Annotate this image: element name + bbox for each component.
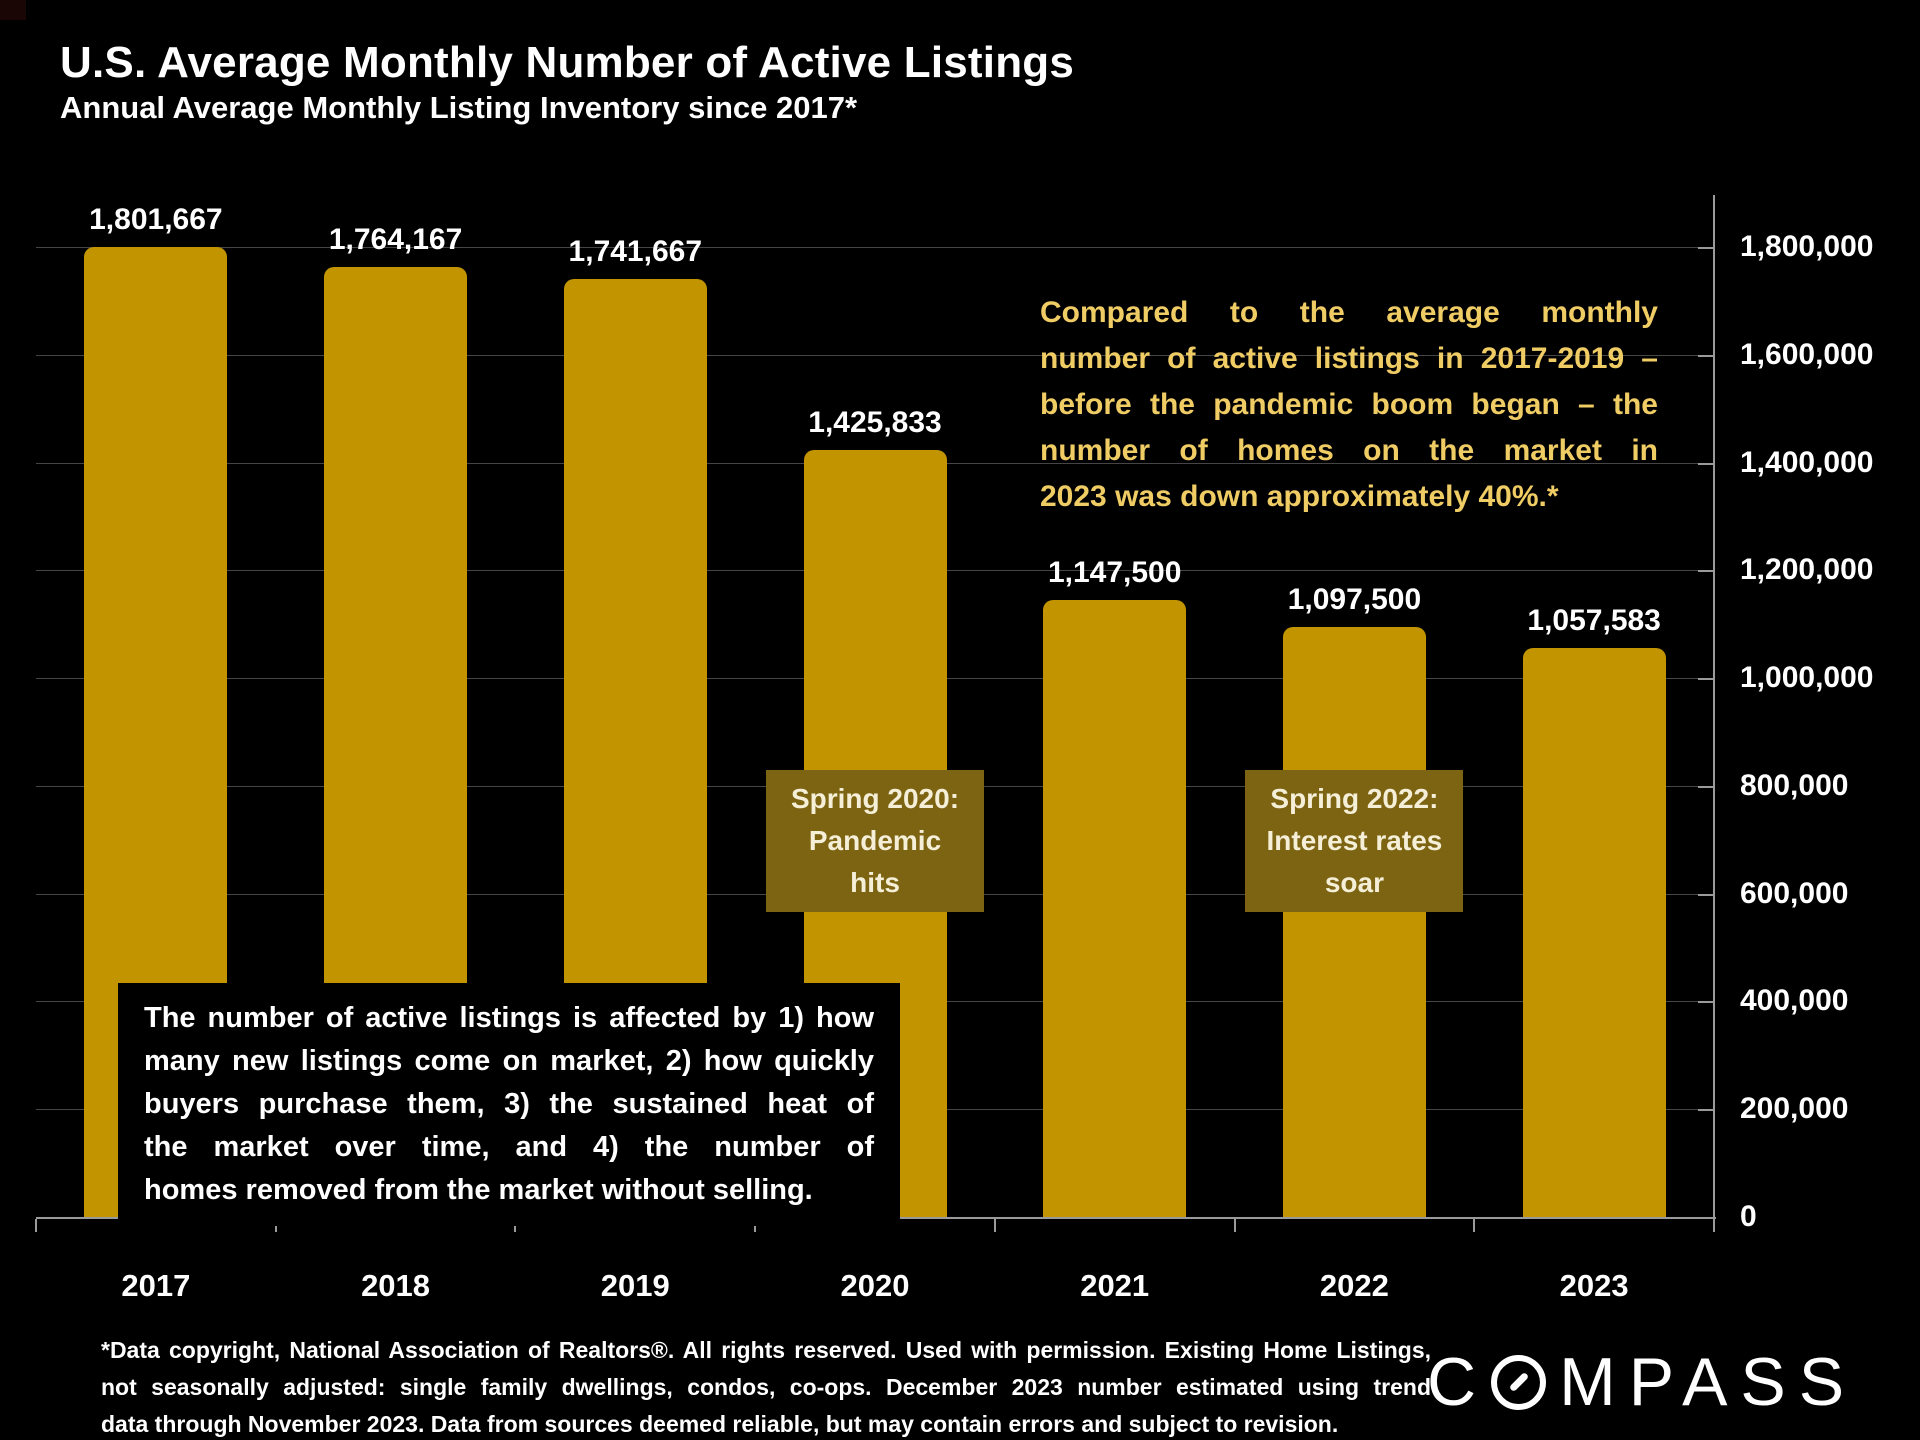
bar-value-label: 1,057,583 (1527, 604, 1661, 638)
x-axis-tick (1713, 1219, 1715, 1232)
y-axis-tick (1698, 785, 1715, 788)
annotation-line: Spring 2020: (790, 783, 960, 814)
y-axis-tick (1698, 354, 1715, 357)
text-line: not seasonally adjusted: single family d… (101, 1374, 1431, 1400)
info-box: The number of active listings is affecte… (118, 983, 900, 1226)
text-line: buyers purchase them, 3) the sustained h… (144, 1088, 874, 1120)
yellow-callout-text: Compared to the average monthly number of… (1040, 290, 1658, 520)
x-axis-tick (1233, 1219, 1236, 1232)
annotation-line: soar (1324, 867, 1384, 898)
corner-accent (0, 0, 26, 20)
compass-o-icon (1491, 1354, 1547, 1410)
text-line: the market over time, and 4) the number … (144, 1131, 874, 1163)
y-axis-line (1713, 195, 1715, 1220)
logo-letters-mpass: MPASS (1559, 1344, 1858, 1420)
annotation-line: Interest rates (1266, 825, 1443, 856)
text-line: number of homes on the market in (1040, 434, 1658, 467)
y-axis-label: 1,800,000 (1740, 230, 1874, 263)
text-line: *Data copyright, National Association of… (101, 1337, 1431, 1363)
bar-value-label: 1,097,500 (1287, 582, 1422, 616)
y-axis-tick (1698, 1217, 1715, 1219)
text-line: many new listings come on market, 2) how… (144, 1045, 874, 1077)
y-axis-label: 200,000 (1740, 1092, 1849, 1126)
compass-needle-icon (1508, 1371, 1529, 1393)
page-title: U.S. Average Monthly Number of Active Li… (60, 38, 1075, 87)
bar-2022 (1282, 626, 1426, 1218)
page-subtitle: Annual Average Monthly Listing Inventory… (60, 90, 858, 125)
annotation-line: hits (850, 867, 900, 898)
y-axis-tick (1698, 1001, 1715, 1004)
gridline (36, 247, 1714, 248)
text-line: number of active listings in 2017-2019 – (1040, 342, 1658, 375)
x-axis-tick (35, 1219, 37, 1232)
logo-letter-c: C (1427, 1344, 1490, 1420)
x-axis-label: 2018 (361, 1268, 431, 1303)
x-axis-label: 2017 (121, 1268, 191, 1303)
text-line: The number of active listings is affecte… (144, 1002, 874, 1034)
bar-value-label: 1,147,500 (1047, 555, 1182, 589)
text-line: data through November 2023. Data from so… (101, 1411, 1339, 1437)
text-line: Compared to the average monthly (1040, 296, 1658, 329)
y-axis-tick (1698, 893, 1715, 896)
y-axis-tick (1698, 678, 1715, 681)
x-axis-tick (993, 1219, 996, 1232)
y-axis-label: 1,600,000 (1740, 337, 1874, 371)
bar-2021 (1043, 599, 1187, 1218)
bar-value-label: 1,764,167 (328, 223, 463, 257)
annotation-box-spring-2020: Spring 2020: Pandemic hits (766, 770, 984, 912)
y-axis-label: 600,000 (1740, 876, 1849, 910)
x-axis-label: 2023 (1559, 1268, 1629, 1303)
annotation-line: Pandemic (808, 825, 942, 856)
x-axis-label: 2022 (1319, 1268, 1389, 1303)
gridline (36, 354, 1714, 356)
y-axis-label: 400,000 (1740, 984, 1849, 1018)
bar-value-label: 1,801,667 (89, 203, 223, 237)
bar-value-label: 1,425,833 (808, 405, 942, 439)
x-axis-label: 2019 (600, 1268, 670, 1303)
text-line: before the pandemic boom began – the (1040, 388, 1658, 421)
compass-logo: C MPASS (1427, 1348, 1857, 1416)
x-axis-label: 2021 (1080, 1268, 1150, 1303)
bar-value-label: 1,741,667 (568, 235, 703, 269)
text-line: 2023 was down approximately 40%.* (1040, 480, 1559, 513)
y-axis-tick (1698, 462, 1715, 465)
y-axis-label: 800,000 (1740, 768, 1849, 802)
y-axis-label: 0 (1740, 1200, 1757, 1233)
x-axis-tick (1473, 1219, 1476, 1232)
text-line: homes removed from the market without se… (144, 1174, 813, 1206)
annotation-line: Spring 2022: (1270, 783, 1439, 814)
y-axis-label: 1,400,000 (1740, 445, 1874, 479)
y-axis-tick (1698, 247, 1715, 249)
y-axis-label: 1,000,000 (1740, 661, 1874, 695)
y-axis-label: 1,200,000 (1740, 553, 1874, 587)
x-axis-label: 2020 (840, 1268, 910, 1303)
y-axis-tick (1698, 1109, 1715, 1112)
bar-2023 (1522, 648, 1666, 1218)
y-axis-tick (1698, 570, 1715, 573)
annotation-box-spring-2022: Spring 2022: Interest rates soar (1245, 770, 1464, 912)
footnote-text: *Data copyright, National Association of… (101, 1332, 1431, 1440)
